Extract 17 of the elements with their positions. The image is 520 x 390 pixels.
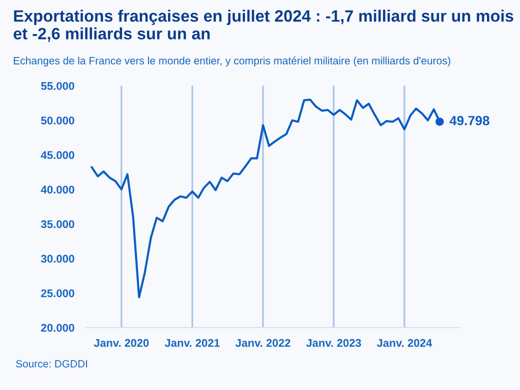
y-tick-label: 55.000 (41, 82, 74, 90)
x-tick-label: Janv. 2021 (164, 339, 220, 347)
x-tick-label: Janv. 2024 (376, 339, 432, 347)
y-tick-label: 25.000 (41, 289, 74, 298)
y-tick-label: 45.000 (40, 151, 74, 160)
x-tick-label: Janv. 2023 (306, 339, 362, 347)
y-tick-label: 40.000 (40, 186, 74, 194)
chart-title: Exportations françaises en juillet 2024 : -1,7 milliard sur un mois et -2,6 milliards sur un an (14, 10, 514, 42)
x-tick-label: Janv. 2020 (94, 339, 149, 347)
x-tick-label: Janv. 2022 (235, 339, 290, 347)
data-label: 49.798 (450, 116, 490, 126)
y-tick-label: 30.000 (40, 254, 74, 263)
y-tick-label: 20.000 (41, 324, 74, 332)
y-tick-label: 35.000 (40, 220, 74, 228)
chart-subtitle: Echanges de la France vers le monde entier, y compris matériel militaire (en milliards d'euros) (14, 56, 450, 67)
source-note: Source: DGDDI (16, 360, 87, 368)
y-tick-label: 50.000 (41, 116, 74, 124)
